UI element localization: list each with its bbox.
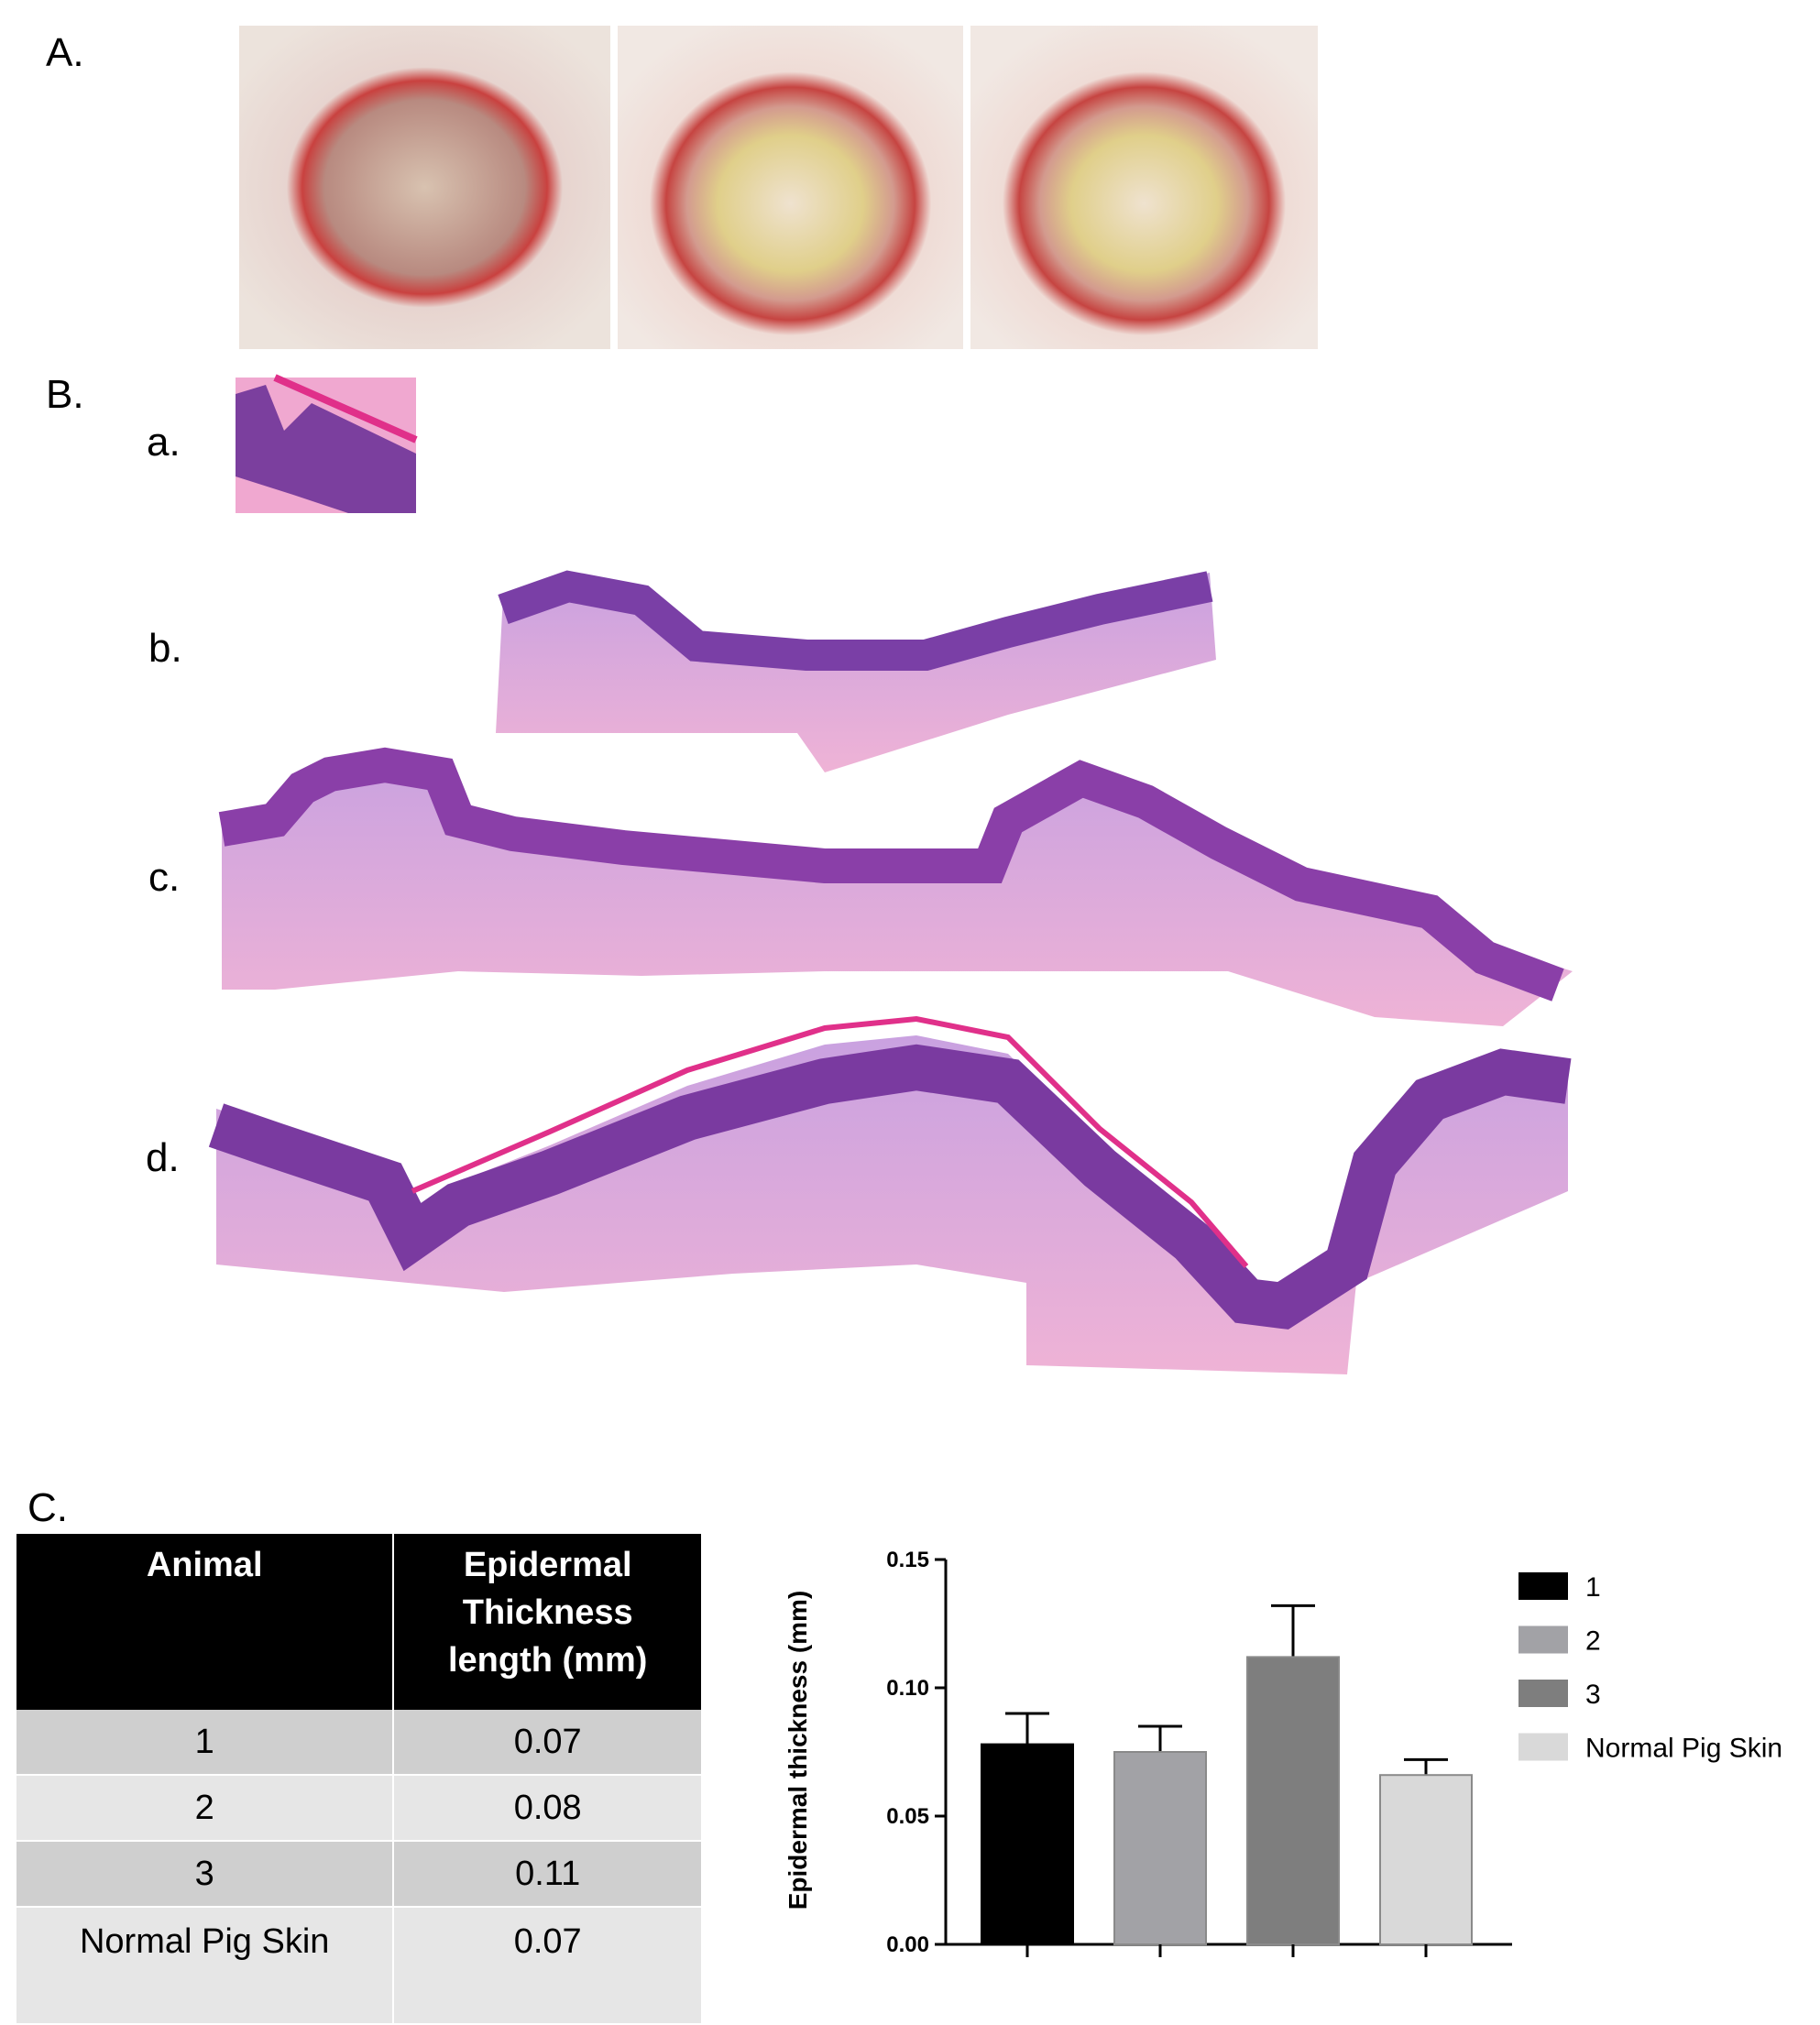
y-tick-label: 0.15	[886, 1548, 929, 1572]
y-tick-label: 0.10	[886, 1676, 929, 1701]
legend-label: Normal Pig Skin	[1585, 1734, 1782, 1764]
histology-image	[222, 751, 1573, 1026]
bar	[981, 1743, 1074, 1945]
table-cell: 3	[16, 1841, 395, 1908]
wound-photos	[239, 26, 1318, 349]
histology-label: a.	[147, 420, 181, 465]
bar-chart: Epidermal thickness (mm) 0.00 0.05 0.10 0.1…	[784, 1548, 1782, 1957]
y-tick-label: 0.05	[886, 1804, 929, 1829]
table-cell: Normal Pig Skin	[16, 1907, 395, 2025]
histology-label: c.	[148, 855, 180, 900]
table-cell: 2	[16, 1775, 395, 1842]
legend-swatch	[1518, 1625, 1568, 1654]
photo	[239, 26, 610, 349]
histology	[208, 374, 1573, 1374]
table-header: Animal	[16, 1534, 395, 1710]
legend-label: 1	[1585, 1572, 1601, 1603]
table-cell: 0.11	[393, 1841, 703, 1908]
legend-label: 2	[1585, 1626, 1601, 1657]
table-header: Epidermal Thickness length (mm)	[393, 1534, 703, 1710]
panel-label: A.	[46, 30, 84, 75]
panel-label: B.	[46, 372, 84, 417]
photo	[618, 26, 963, 349]
legend-swatch	[1518, 1733, 1568, 1761]
table-cell: 0.07	[393, 1907, 703, 2025]
histology-label: d.	[146, 1135, 180, 1180]
epidermis	[208, 1044, 1572, 1330]
photo	[970, 26, 1318, 349]
legend-swatch	[1518, 1572, 1568, 1600]
bar	[1379, 1774, 1473, 1945]
y-axis-label: Epidermal thickness (mm)	[784, 1591, 812, 1910]
legend-swatch	[1518, 1680, 1568, 1707]
table-cell: 0.07	[393, 1710, 703, 1776]
epidermis	[236, 385, 416, 513]
histology-label: b.	[148, 626, 182, 671]
panel-label: C.	[27, 1485, 68, 1530]
epidermis	[498, 570, 1213, 671]
table-cell: 1	[16, 1710, 395, 1776]
legend-label: 3	[1585, 1680, 1601, 1710]
keratin	[411, 1015, 1249, 1268]
keratin	[273, 374, 418, 443]
epidermis	[218, 747, 1564, 1002]
table-cell: 0.08	[393, 1775, 703, 1842]
bar	[1246, 1656, 1340, 1946]
bar	[1113, 1751, 1207, 1945]
y-tick-label: 0.00	[886, 1932, 929, 1957]
